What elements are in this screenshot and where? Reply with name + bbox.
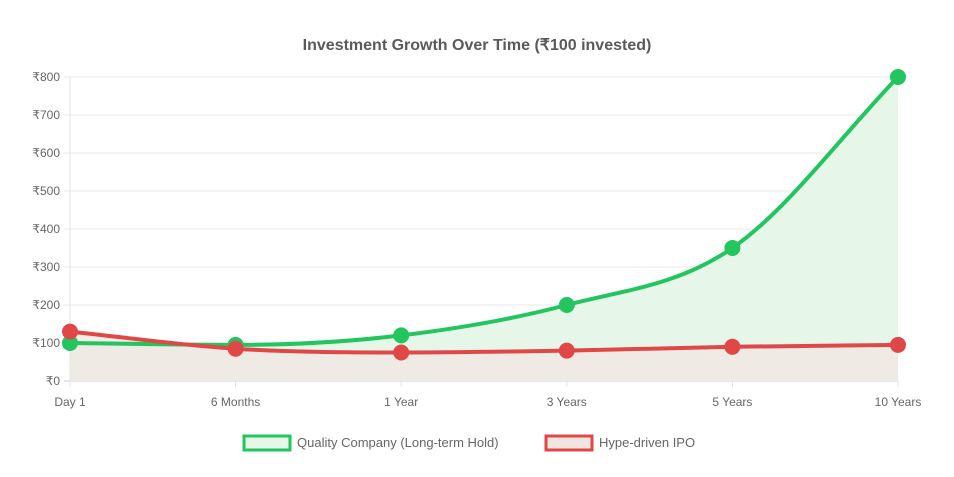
series-lines [69,75,900,355]
data-point[interactable] [393,327,410,344]
y-tick-label: ₹700 [32,108,60,122]
y-tick-label: ₹200 [32,298,60,312]
legend-swatch[interactable] [242,434,292,452]
data-point[interactable] [62,323,78,340]
series-area-0 [70,77,898,381]
data-point[interactable] [724,338,741,355]
y-tick-label: ₹500 [32,184,60,198]
y-tick-label: ₹300 [32,260,60,274]
data-point[interactable] [558,297,575,313]
x-axis-ticks: Day 1 6 Months 1 Year 3 Years 5 Years 10 Year… [54,395,921,409]
y-tick-label: ₹800 [32,70,60,84]
chart-title: Investment Growth Over Time (₹100 invest… [303,37,652,54]
data-point[interactable] [227,340,244,357]
series-points [62,69,906,361]
x-tick-label: 1 Year [384,395,418,409]
x-tick-label: 5 Years [712,395,752,409]
data-point[interactable] [724,240,741,256]
legend-swatch[interactable] [544,434,594,452]
data-point[interactable] [890,69,906,85]
x-tick-label: 6 Months [211,395,260,409]
series-area-1 [70,331,898,381]
data-point[interactable] [393,344,410,361]
x-tick-label: 10 Years [875,395,922,409]
y-tick-label: ₹600 [32,146,60,160]
data-point[interactable] [890,336,906,353]
y-axis-ticks: ₹0 ₹100 ₹200 ₹300 ₹400 ₹500 ₹600 ₹700 ₹800 [32,70,60,388]
series-fills [70,77,898,381]
legend-label[interactable]: Hype-driven IPO [599,435,695,450]
data-point[interactable] [62,335,78,351]
x-tick-label: Day 1 [54,395,86,409]
legend: Quality Company (Long-term Hold) Hype-dri… [242,434,695,452]
x-tick-label: 3 Years [547,395,587,409]
y-tick-label: ₹400 [32,222,60,236]
series-line-0 [69,75,900,347]
legend-label[interactable]: Quality Company (Long-term Hold) [297,435,499,450]
y-tick-label: ₹0 [46,374,61,388]
series-line-1 [69,329,899,355]
y-tick-label: ₹100 [32,336,60,350]
data-point[interactable] [558,342,575,359]
